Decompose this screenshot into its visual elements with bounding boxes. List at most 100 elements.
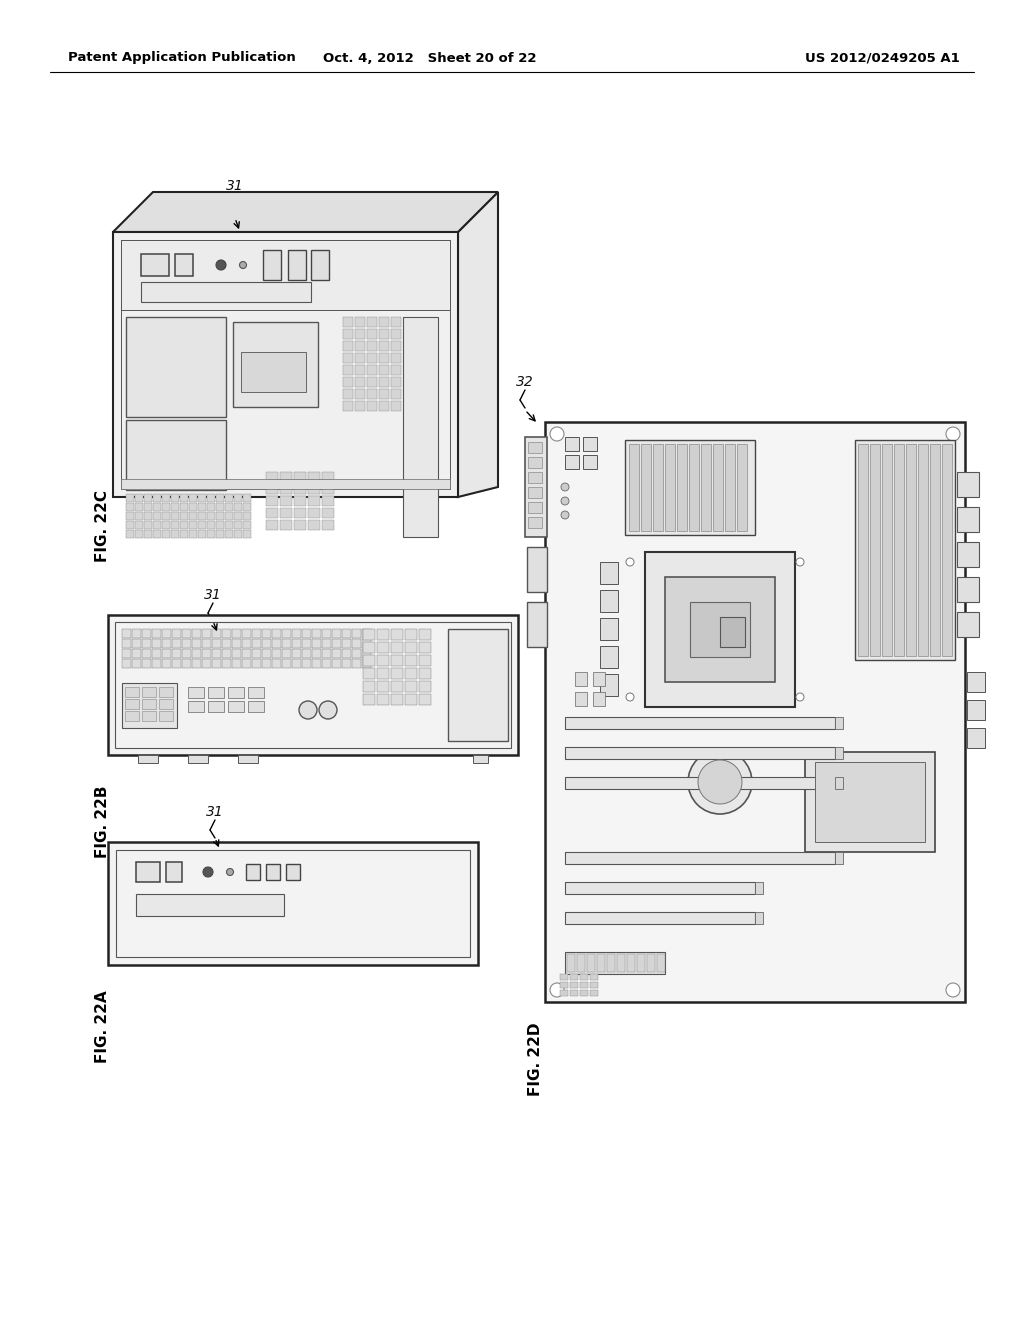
Bar (367, 401, 377, 411)
Bar (527, 546, 547, 591)
Bar (352, 649, 361, 657)
Bar (590, 982, 598, 987)
Bar (377, 642, 389, 653)
Bar (570, 990, 578, 997)
Bar (108, 615, 518, 755)
Bar (172, 630, 181, 638)
Bar (180, 503, 188, 511)
Bar (419, 668, 431, 678)
Bar (262, 630, 271, 638)
Bar (207, 494, 215, 502)
Bar (202, 649, 211, 657)
Bar (391, 341, 401, 351)
Bar (570, 982, 578, 987)
Bar (122, 639, 131, 648)
Text: 32: 32 (516, 375, 534, 389)
Bar (189, 494, 197, 502)
Bar (560, 982, 568, 987)
Bar (406, 681, 417, 692)
Bar (162, 639, 171, 648)
Bar (228, 686, 244, 698)
Bar (132, 630, 141, 638)
Bar (159, 700, 173, 709)
Bar (182, 639, 191, 648)
Bar (583, 437, 597, 451)
Bar (142, 686, 156, 697)
Bar (189, 512, 197, 520)
Bar (322, 659, 331, 668)
Bar (180, 512, 188, 520)
Bar (115, 622, 511, 748)
Bar (343, 401, 353, 411)
Circle shape (796, 558, 804, 566)
Bar (144, 512, 152, 520)
Bar (355, 341, 365, 351)
Bar (243, 494, 251, 502)
Bar (225, 531, 233, 539)
Bar (302, 659, 311, 668)
Bar (122, 649, 131, 657)
Bar (262, 649, 271, 657)
Bar (136, 862, 160, 882)
Bar (362, 642, 375, 653)
Bar (126, 531, 134, 539)
Bar (627, 954, 635, 972)
Bar (600, 675, 618, 696)
Bar (144, 531, 152, 539)
Bar (565, 437, 579, 451)
Bar (665, 444, 675, 531)
Bar (232, 649, 241, 657)
Bar (560, 974, 568, 979)
Bar (294, 484, 306, 494)
Polygon shape (113, 191, 498, 232)
Bar (593, 692, 605, 706)
Bar (362, 630, 371, 638)
Circle shape (698, 760, 742, 804)
Bar (312, 639, 321, 648)
Bar (322, 520, 334, 531)
Bar (234, 494, 242, 502)
Bar (352, 639, 361, 648)
Bar (272, 630, 281, 638)
Bar (322, 508, 334, 517)
Bar (248, 686, 264, 698)
Bar (180, 521, 188, 529)
Bar (294, 496, 306, 506)
Bar (153, 503, 161, 511)
Bar (322, 496, 334, 506)
Circle shape (203, 867, 213, 876)
Bar (263, 249, 281, 280)
Bar (266, 496, 278, 506)
Bar (180, 494, 188, 502)
Bar (142, 639, 151, 648)
Bar (528, 457, 542, 469)
Bar (188, 686, 204, 698)
Bar (108, 842, 478, 965)
Bar (565, 912, 755, 924)
Circle shape (561, 498, 569, 506)
Bar (232, 630, 241, 638)
Bar (252, 639, 261, 648)
Bar (527, 602, 547, 647)
Bar (367, 366, 377, 375)
Bar (136, 894, 284, 916)
Bar (280, 473, 292, 482)
Bar (142, 649, 151, 657)
Bar (957, 577, 979, 602)
Text: FIG. 22D: FIG. 22D (528, 1022, 543, 1096)
Circle shape (561, 511, 569, 519)
Bar (189, 531, 197, 539)
Bar (565, 851, 835, 865)
Circle shape (299, 701, 317, 719)
Bar (406, 630, 417, 640)
Bar (280, 508, 292, 517)
Bar (362, 668, 375, 678)
Bar (567, 954, 575, 972)
Bar (367, 317, 377, 327)
Bar (126, 317, 226, 417)
Bar (232, 659, 241, 668)
Bar (322, 484, 334, 494)
Bar (153, 531, 161, 539)
Bar (292, 659, 301, 668)
Bar (835, 777, 843, 789)
